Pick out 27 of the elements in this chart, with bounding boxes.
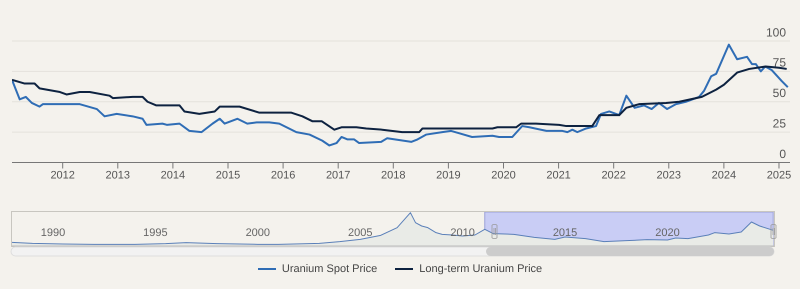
x-tick-label: 2024 [712, 169, 736, 182]
x-tick-label: 2020 [655, 227, 680, 239]
x-tick-label: 2022 [601, 169, 626, 182]
x-tick-label: 2016 [270, 169, 296, 182]
x-tick-label: 2018 [381, 169, 406, 182]
y-tick-label: 100 [766, 25, 786, 40]
y-tick-label: 75 [772, 56, 786, 70]
x-tick-label: 2012 [50, 169, 75, 182]
x-tick-label: 2014 [160, 169, 186, 182]
x-tick-label: 2025 [766, 169, 792, 182]
x-tick-label: 2005 [348, 227, 372, 239]
legend-label: Long-term Uranium Price [419, 263, 542, 275]
x-tick-label: 2015 [552, 227, 578, 239]
x-tick-label: 1995 [143, 227, 168, 239]
y-tick-label: 50 [772, 86, 786, 100]
x-tick-label: 2019 [436, 169, 461, 182]
y-tick-label: 0 [779, 146, 786, 161]
x-tick-label: 2000 [246, 227, 270, 239]
y-tick-label: 25 [772, 116, 786, 130]
x-tick-label: 2015 [216, 169, 240, 182]
x-tick-label: 2013 [106, 169, 130, 182]
x-tick-label: 1990 [40, 227, 66, 239]
x-tick-label: 2020 [491, 169, 516, 182]
x-tick-label: 2023 [656, 169, 682, 182]
x-tick-label: 2021 [546, 169, 571, 182]
x-tick-label: 2017 [326, 169, 350, 182]
legend-label: Uranium Spot Price [282, 263, 378, 275]
